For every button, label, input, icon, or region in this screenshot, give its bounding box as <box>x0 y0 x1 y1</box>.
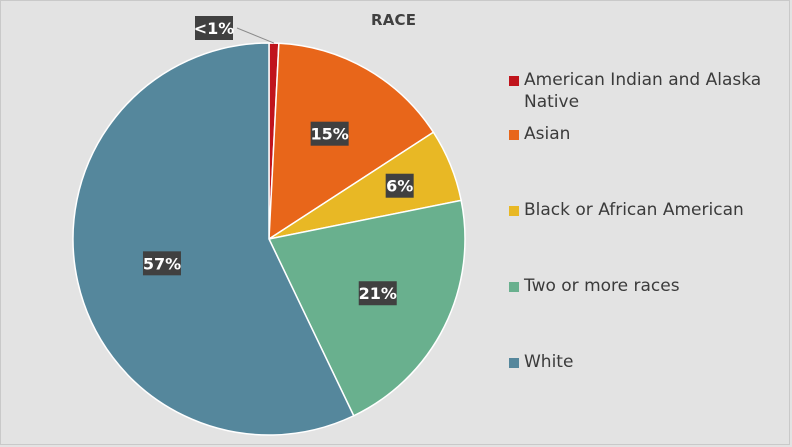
data-label-box <box>385 173 414 198</box>
data-label-text: 21% <box>359 284 397 303</box>
legend-swatch <box>509 76 519 86</box>
data-label-box <box>142 251 181 276</box>
legend-swatch <box>509 206 519 216</box>
data-label-text: 57% <box>143 254 181 273</box>
legend-item-white: White <box>509 351 784 373</box>
data-label-box <box>195 16 233 40</box>
data-label-white: 57% <box>142 251 181 276</box>
legend-label: American Indian and Alaska Native <box>524 70 762 112</box>
data-label-box <box>358 281 397 306</box>
leader-line <box>236 27 275 44</box>
legend-swatch <box>509 130 519 140</box>
pie-slice-two-or-more-races <box>267 199 466 417</box>
data-label-black-or-african-american: 6% <box>385 173 414 198</box>
legend-item-two-or-more: Two or more races <box>509 275 784 297</box>
legend-label: Two or more races <box>524 276 680 296</box>
legend-item-asian: Asian <box>509 123 784 145</box>
leader-lines <box>236 27 275 44</box>
pie-slice-asian <box>268 42 435 241</box>
legend-item-american-indian: American Indian and Alaska Native <box>509 69 784 113</box>
pie-slices <box>72 42 466 436</box>
data-label-text: 15% <box>311 125 349 144</box>
legend-label: Asian <box>524 124 571 144</box>
data-label-text: <1% <box>194 19 235 38</box>
legend-label: Black or African American <box>524 200 744 220</box>
legend-swatch <box>509 358 519 368</box>
legend-swatch <box>509 282 519 292</box>
data-label-box <box>310 121 349 146</box>
data-label-asian: 15% <box>310 121 349 146</box>
data-label-two-or-more-races: 21% <box>358 281 397 306</box>
pie-slice-white <box>72 42 355 436</box>
legend-label: White <box>524 352 574 372</box>
chart-title: RACE <box>371 11 417 29</box>
data-labels: <1% 15% 6% 21% 57% <box>142 16 414 306</box>
data-label-text: 6% <box>386 177 413 196</box>
legend-item-black: Black or African American <box>509 199 784 221</box>
legend: American Indian and Alaska Native Asian … <box>509 69 784 373</box>
data-label-american-indian-and-alaska-native: <1% <box>194 16 235 40</box>
